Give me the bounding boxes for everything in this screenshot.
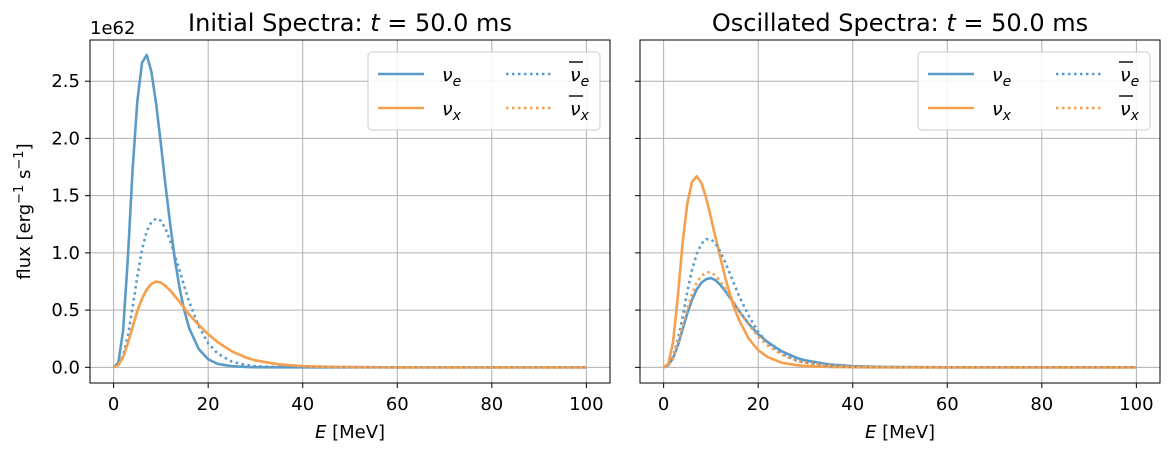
y-tick-label: 1.5 [51,186,80,207]
y-label-part: flux [erg [14,204,35,280]
legend-symbol: ν [992,98,1003,120]
x-tick-label: 40 [291,394,314,415]
x-tick-label: 20 [197,394,220,415]
panel-1: 0 20 40 60 80 100 0.0 0.5 1.0 1.5 2.0 2.5 Initial Sp… [12,9,611,443]
legend-label: νx [442,98,462,124]
x-tick-label: 60 [386,394,409,415]
y-axis-label: flux [erg−1 s−1] [12,143,35,279]
y-label-part: ] [14,143,35,150]
legend-subscript: x [580,108,590,124]
x-tick-label: 40 [841,394,864,415]
x-tick-label: 100 [1119,394,1153,415]
series-line-x [662,174,1137,369]
y-label-part: s [14,170,35,185]
axes-frame [89,39,611,384]
x-tick-label: 0 [658,394,669,415]
x-axis-var: E [865,422,877,443]
legend-symbol: ν [1120,64,1131,86]
legend-label: νe [992,64,1011,90]
title-var: t [946,9,957,37]
series-line-anti-x [113,280,587,369]
y-label-exp: −1 [12,150,27,169]
x-tick-label: 80 [480,394,503,415]
x-axis-label: E [MeV] [315,422,385,443]
x-axis-label: E [MeV] [865,422,935,443]
legend-subscript: e [1131,74,1140,90]
y-label-exp: −1 [12,185,27,204]
legend-symbol: ν [992,64,1003,86]
x-axis-var: E [315,422,327,443]
series-line-e [663,276,1137,369]
legend-label: νe [442,64,461,90]
chart-title: Oscillated Spectra: t = 50.0 ms [712,9,1088,37]
x-tick-label: 60 [936,394,959,415]
series-line-anti-e [113,217,587,369]
chart-title: Initial Spectra: t = 50.0 ms [188,9,512,37]
series-lines [112,53,587,369]
x-tick-label: 100 [569,394,603,415]
legend-label: νe [1120,64,1139,90]
x-tick-label: 80 [1030,394,1053,415]
y-tick-label: 2.5 [51,71,80,92]
y-tick-label: 2.0 [51,128,80,149]
x-tick-label: 20 [747,394,770,415]
legend-label: νe [570,64,589,90]
x-axis-unit: [MeV] [326,422,385,443]
legend-subscript: e [581,74,590,90]
title-text: Oscillated Spectra: [712,9,946,37]
x-axis-unit: [MeV] [876,422,935,443]
legend-subscript: x [452,108,462,124]
y-tick-label: 0.5 [51,300,80,321]
y-tick-label: 1.0 [51,243,80,264]
series-line-anti-x [663,271,1137,369]
series-line-x [113,280,587,369]
legend-subscript: x [1002,108,1012,124]
y-tick-label: 0.0 [51,357,80,378]
legend-subscript: e [453,74,462,90]
title-suffix: = 50.0 ms [380,9,512,37]
legend-box [367,51,601,131]
legend-subscript: x [1130,108,1140,124]
x-tick-label: 0 [108,394,119,415]
legend-label: νx [570,98,590,124]
panel-2: 0 20 40 60 80 100 Oscillated Spectra: t = 50.0… [635,9,1161,443]
legend-symbol: ν [442,64,453,86]
legend-symbol: ν [570,98,581,120]
legend-symbol: ν [1120,98,1131,120]
series-lines [662,174,1137,369]
legend-label: νx [992,98,1012,124]
legend-subscript: e [1003,74,1012,90]
legend-box [917,51,1151,131]
legend-label: νx [1120,98,1140,124]
axes-frame [639,39,1161,384]
title-suffix: = 50.0 ms [956,9,1088,37]
title-text: Initial Spectra: [188,9,370,37]
legend-symbol: ν [442,98,453,120]
title-var: t [370,9,381,37]
y-offset-text: 1e62 [90,18,135,39]
legend-symbol: ν [570,64,581,86]
